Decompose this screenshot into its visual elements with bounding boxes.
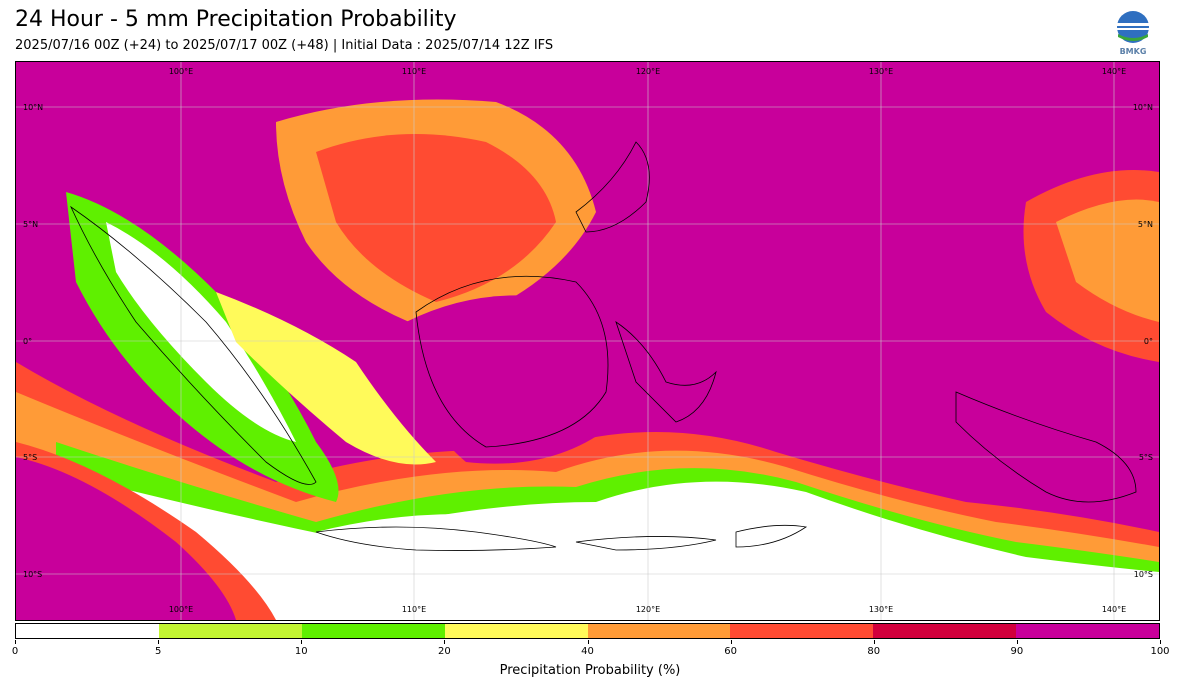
lon-label-bottom: 100°E bbox=[169, 605, 193, 614]
lat-label-left: 0° bbox=[23, 337, 32, 346]
lat-label-left: 5°S bbox=[23, 453, 37, 462]
lon-label-top: 140°E bbox=[1102, 67, 1126, 76]
colorbar-tick-label: 100 bbox=[1150, 646, 1170, 657]
colorbar-tick-mark bbox=[587, 640, 589, 644]
colorbar-tick-label: 10 bbox=[294, 646, 308, 657]
colorbar-tick-mark bbox=[1160, 640, 1161, 644]
colorbar-tick-label: 20 bbox=[438, 646, 451, 657]
colorbar-tick-label: 80 bbox=[867, 646, 881, 657]
lon-label-bottom: 130°E bbox=[869, 605, 893, 614]
lon-label-top: 100°E bbox=[169, 67, 193, 76]
colorbar-tick-mark bbox=[158, 640, 160, 644]
probability-map: 100°E 110°E 120°E 130°E 140°E 100°E 110°… bbox=[15, 61, 1160, 621]
colorbar-segment bbox=[301, 624, 445, 638]
colorbar-tick-mark bbox=[1016, 640, 1018, 644]
bmkg-logo-icon: BMKG bbox=[1112, 10, 1154, 56]
colorbar-tick-mark bbox=[730, 640, 732, 644]
colorbar-segment bbox=[1016, 624, 1159, 638]
lat-label-left: 10°S bbox=[23, 570, 42, 579]
colorbar-tick-mark bbox=[873, 640, 875, 644]
lon-label-top: 130°E bbox=[869, 67, 893, 76]
lat-label-left: 5°N bbox=[23, 220, 38, 229]
lon-label-top: 120°E bbox=[636, 67, 660, 76]
colorbar-tick-label: 40 bbox=[581, 646, 594, 657]
map-title: 24 Hour - 5 mm Precipitation Probability bbox=[15, 7, 457, 32]
colorbar-segment bbox=[873, 624, 1017, 638]
lat-label-right: 5°S bbox=[1139, 453, 1153, 462]
lon-label-bottom: 140°E bbox=[1102, 605, 1126, 614]
colorbar-tick-mark bbox=[444, 640, 446, 644]
colorbar-tick-label: 90 bbox=[1010, 646, 1024, 657]
lat-label-left: 10°N bbox=[23, 103, 43, 112]
colorbar-tick-mark bbox=[301, 640, 303, 644]
lat-label-right: 10°N bbox=[1133, 103, 1153, 112]
colorbar-tick-label: 5 bbox=[154, 646, 162, 657]
colorbar-tick-label: 0 bbox=[11, 646, 19, 657]
colorbar-tick-mark bbox=[15, 640, 16, 644]
lat-label-right: 10°S bbox=[1134, 570, 1153, 579]
logo-text: BMKG bbox=[1120, 47, 1147, 56]
colorbar-segment bbox=[587, 624, 731, 638]
colorbar-ticks: 0 5 10 20 40 60 80 90 100 bbox=[11, 640, 1170, 660]
colorbar-segment bbox=[16, 624, 159, 638]
colorbar-segment bbox=[444, 624, 588, 638]
lat-label-right: 0° bbox=[1144, 337, 1153, 346]
colorbar-segment bbox=[158, 624, 302, 638]
map-subtitle: 2025/07/16 00Z (+24) to 2025/07/17 00Z (… bbox=[15, 38, 554, 53]
colorbar-tick-label: 60 bbox=[724, 646, 737, 657]
lat-label-right: 5°N bbox=[1138, 220, 1153, 229]
lon-label-bottom: 110°E bbox=[402, 605, 426, 614]
colorbar-segment bbox=[730, 624, 874, 638]
lon-label-bottom: 120°E bbox=[636, 605, 660, 614]
colorbar bbox=[15, 623, 1160, 639]
lon-label-top: 110°E bbox=[402, 67, 426, 76]
colorbar-label: Precipitation Probability (%) bbox=[499, 663, 681, 678]
